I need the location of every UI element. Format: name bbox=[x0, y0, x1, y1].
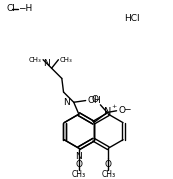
Text: N: N bbox=[75, 152, 82, 161]
Text: O: O bbox=[75, 160, 82, 169]
Text: CH₃: CH₃ bbox=[72, 170, 86, 178]
Text: Cl: Cl bbox=[7, 4, 15, 13]
Text: N: N bbox=[103, 107, 111, 117]
Text: OH: OH bbox=[87, 96, 101, 105]
Text: +: + bbox=[111, 104, 117, 109]
Text: O: O bbox=[105, 160, 112, 169]
Text: HCl: HCl bbox=[124, 14, 140, 23]
Text: CH₃: CH₃ bbox=[60, 57, 73, 63]
Text: N: N bbox=[43, 59, 50, 68]
Text: O: O bbox=[118, 106, 125, 115]
Text: O: O bbox=[92, 95, 99, 104]
Text: CH₃: CH₃ bbox=[29, 57, 41, 63]
Text: −: − bbox=[122, 105, 130, 113]
Text: −H: −H bbox=[18, 4, 33, 13]
Text: N: N bbox=[64, 98, 70, 107]
Text: CH₃: CH₃ bbox=[101, 170, 115, 178]
